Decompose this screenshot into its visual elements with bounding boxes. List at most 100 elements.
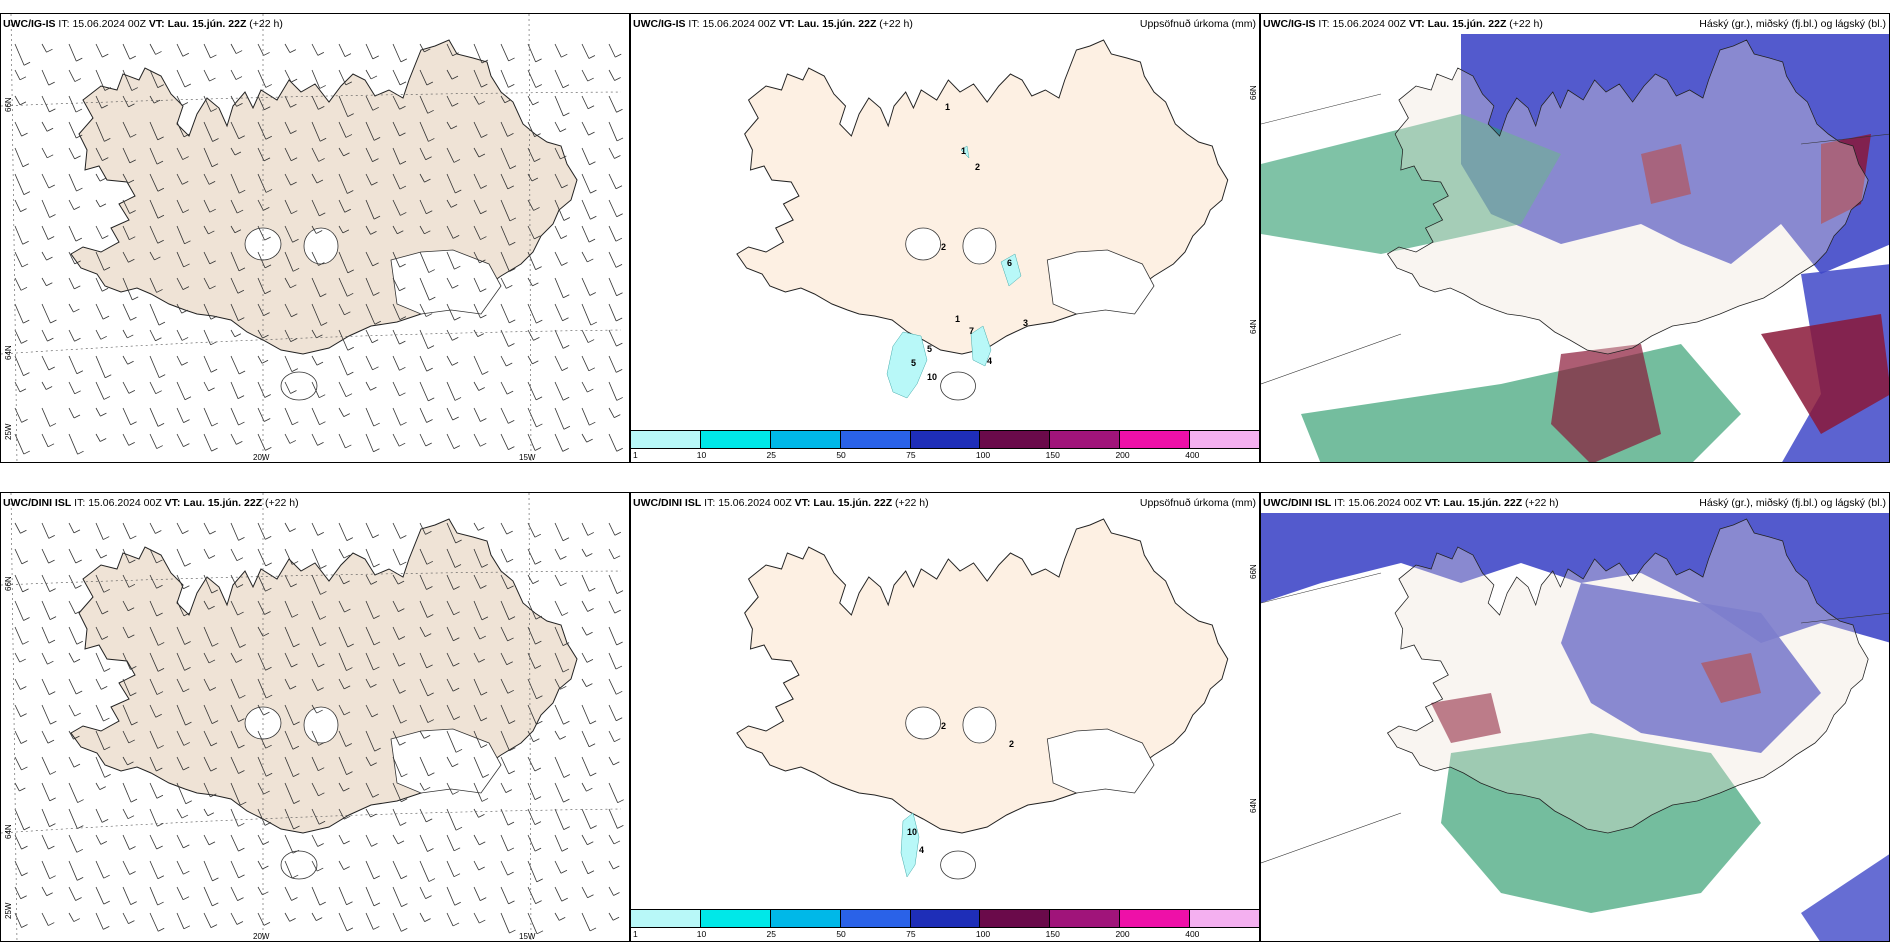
precip-areas [886, 145, 1022, 399]
lat-label-64: 64N [4, 824, 13, 839]
colorbar-swatch [1050, 431, 1121, 448]
precip-label: 5 [927, 344, 933, 354]
precip-label: 1 [961, 146, 967, 156]
lon-label-15: 15W [519, 453, 536, 462]
colorbar-tick-label: 1 [633, 929, 638, 939]
colorbar-swatch [631, 431, 701, 448]
cloud-panel-bottom: UWC/DINI ISL IT: 15.06.2024 00Z VT: Lau.… [1260, 492, 1890, 942]
precip-label: 3 [1023, 318, 1029, 328]
cloud-layers [1261, 14, 1889, 462]
colorbar-tick-label: 400 [1185, 450, 1200, 460]
colorbar-boxes [631, 430, 1259, 449]
colorbar-tick-label: 400 [1185, 929, 1200, 939]
colorbar-swatch [980, 910, 1051, 927]
colorbar-tick-label: 75 [906, 929, 916, 939]
model-name: UWC/DINI ISL [3, 497, 72, 509]
colorbar-tick-label: 25 [766, 929, 777, 939]
lon-label-15: 15W [519, 932, 536, 941]
colorbar-swatch [1190, 431, 1259, 448]
precip-title: Uppsöfnuð úrkoma (mm) [1139, 497, 1256, 509]
colorbar-swatch [700, 910, 771, 927]
cloud-panel-top: UWC/IG-IS IT: 15.06.2024 00Z VT: Lau. 15… [1260, 13, 1890, 463]
colorbar-swatch [910, 431, 981, 448]
colorbar-tick-label: 50 [836, 929, 846, 939]
panel-title: UWC/IG-IS IT: 15.06.2024 00Z VT: Lau. 15… [1263, 18, 1543, 30]
precip-label: 10 [927, 372, 938, 382]
panel-title: UWC/DINI ISL IT: 15.06.2024 00Z VT: Lau.… [3, 497, 299, 509]
cloud-layers [1261, 493, 1889, 941]
wind-map [1, 493, 624, 941]
precip-label: 1 [945, 102, 951, 112]
lon-label-20: 20W [253, 932, 270, 941]
lat-label-66: 66N [1249, 85, 1258, 100]
iceland-landmass [70, 518, 578, 880]
cloud-title: Háský (gr.), miðský (fj.bl.) og lágský (… [1699, 18, 1886, 30]
wind-panel-bottom: UWC/DINI ISL IT: 15.06.2024 00Z VT: Lau.… [0, 492, 630, 942]
colorbar-tick-label: 100 [975, 929, 991, 939]
colorbar-tick-label: 1 [633, 450, 638, 460]
precip-label: 4 [987, 356, 993, 366]
lat-lon-grid [1, 493, 622, 941]
precip-panel-bottom: UWC/DINI ISL IT: 15.06.2024 00Z VT: Lau.… [630, 492, 1260, 942]
iceland-landmass [736, 518, 1229, 880]
colorbar-swatch [1120, 431, 1191, 448]
precip-label: 10 [907, 827, 918, 837]
precip-label: 7 [969, 326, 975, 336]
panel-title: UWC/IG-IS IT: 15.06.2024 00Z VT: Lau. 15… [3, 18, 283, 30]
precip-map [736, 39, 1229, 401]
lat-label-64: 64N [1249, 319, 1258, 334]
colorbar: 1 10 25 50 75 100 150 200 400 [631, 430, 1259, 462]
precip-label: 5 [911, 358, 917, 368]
lat-label-66: 66N [4, 97, 13, 112]
colorbar-swatch [980, 431, 1051, 448]
colorbar-swatch [840, 431, 911, 448]
panel-title: UWC/DINI ISL IT: 15.06.2024 00Z VT: Lau.… [1263, 497, 1559, 509]
colorbar-tick-label: 150 [1045, 929, 1060, 939]
colorbar-swatch [770, 910, 841, 927]
precip-label: 6 [1007, 258, 1013, 268]
colorbar-tick-label: 200 [1115, 929, 1130, 939]
colorbar-swatch [840, 910, 911, 927]
wind-map [1, 14, 624, 462]
colorbar-swatch [910, 910, 981, 927]
lat-label-64: 64N [1249, 798, 1258, 813]
lon-label-25: 25W [4, 423, 13, 440]
lat-label-64: 64N [4, 345, 13, 360]
iceland-landmass [70, 39, 578, 401]
colorbar-tick-label: 100 [975, 450, 991, 460]
panel-title: UWC/DINI ISL IT: 15.06.2024 00Z VT: Lau.… [633, 497, 929, 509]
colorbar-tick-label: 75 [906, 450, 916, 460]
wind-barbs [14, 43, 624, 455]
colorbar-swatch [770, 431, 841, 448]
colorbar-swatch [1190, 910, 1259, 927]
precip-map [736, 518, 1229, 880]
precip-label: 2 [941, 721, 947, 731]
colorbar-tick-label: 10 [696, 929, 707, 939]
iceland-landmass [736, 39, 1229, 401]
wind-panel-top: UWC/IG-IS IT: 15.06.2024 00Z VT: Lau. 15… [0, 13, 630, 463]
colorbar: 1 10 25 50 75 100 150 200 400 [631, 909, 1259, 941]
cloud-title: Háský (gr.), miðský (fj.bl.) og lágský (… [1699, 497, 1886, 509]
wind-barbs [14, 522, 624, 935]
precip-label: 1 [955, 314, 961, 324]
lon-label-25: 25W [4, 902, 13, 919]
colorbar-tick-label: 200 [1115, 450, 1130, 460]
colorbar-tick-label: 150 [1045, 450, 1060, 460]
colorbar-swatch [700, 431, 771, 448]
lon-label-20: 20W [253, 453, 270, 462]
panel-title: UWC/IG-IS IT: 15.06.2024 00Z VT: Lau. 15… [633, 18, 913, 30]
lat-lon-grid [1, 14, 622, 462]
precip-areas [900, 812, 920, 878]
colorbar-tick-label: 10 [696, 450, 707, 460]
precip-label: 2 [941, 242, 947, 252]
lat-label-66: 66N [1249, 564, 1258, 579]
precip-title: Uppsöfnuð úrkoma (mm) [1139, 18, 1256, 30]
colorbar-tick-label: 50 [836, 450, 846, 460]
precip-label: 2 [1009, 739, 1015, 749]
precip-label: 2 [975, 162, 981, 172]
lat-label-66: 66N [4, 576, 13, 591]
cloud-map [1261, 493, 1889, 941]
colorbar-tick-label: 25 [766, 450, 777, 460]
colorbar-swatch [1050, 910, 1121, 927]
precip-panel-top: UWC/IG-IS IT: 15.06.2024 00Z VT: Lau. 15… [630, 13, 1260, 463]
